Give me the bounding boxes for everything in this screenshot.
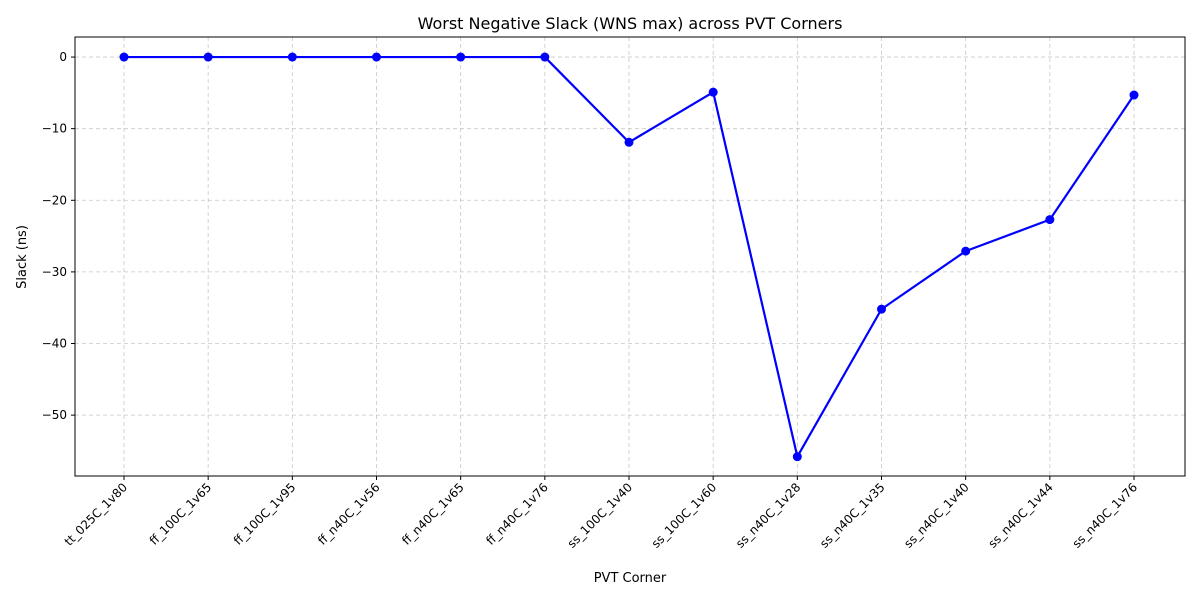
y-tick-label: 0	[59, 50, 67, 64]
data-point	[961, 246, 971, 256]
x-tick-label: ff_n40C_1v56	[315, 480, 383, 548]
x-axis-label: PVT Corner	[594, 571, 667, 586]
data-point	[456, 52, 466, 62]
data-point	[624, 137, 634, 147]
data-point	[372, 52, 381, 62]
data-point	[119, 52, 129, 62]
x-tick-label: ss_n40C_1v40	[901, 480, 972, 551]
y-tick-label: −20	[42, 193, 67, 207]
grid	[75, 37, 1185, 476]
chart-title: Worst Negative Slack (WNS max) across PV…	[418, 14, 843, 33]
data-point	[540, 52, 550, 62]
data-point	[877, 304, 886, 314]
data-point	[1129, 90, 1139, 100]
data-point	[708, 87, 718, 97]
data-point	[1045, 215, 1055, 225]
x-tick-label: ff_100C_1v95	[231, 480, 299, 548]
x-tick-label: ff_100C_1v65	[147, 480, 215, 548]
x-tick-label: ss_n40C_1v76	[1070, 480, 1141, 551]
x-tick-label: ff_n40C_1v76	[483, 480, 551, 548]
x-tick-label: ff_n40C_1v65	[399, 480, 467, 548]
x-tick-label: ss_n40C_1v44	[985, 480, 1056, 551]
data-point	[792, 452, 802, 462]
data-point	[203, 52, 213, 62]
series-layer	[119, 52, 1139, 462]
data-point	[287, 52, 297, 62]
plot-frame	[74, 36, 1186, 477]
y-tick-label: −50	[42, 408, 67, 422]
x-tick-label: ss_100C_1v60	[649, 480, 720, 551]
y-tick-label: −30	[42, 265, 67, 279]
x-tick-label: tt_025C_1v80	[62, 480, 130, 548]
x-tick-label: ss_100C_1v40	[565, 480, 636, 551]
x-tick-label: ss_n40C_1v35	[817, 480, 888, 551]
y-tick-label: −40	[42, 337, 67, 351]
y-tick-label: −10	[42, 122, 67, 136]
y-axis-label: Slack (ns)	[15, 225, 30, 289]
x-tick-label: ss_n40C_1v28	[733, 480, 804, 551]
